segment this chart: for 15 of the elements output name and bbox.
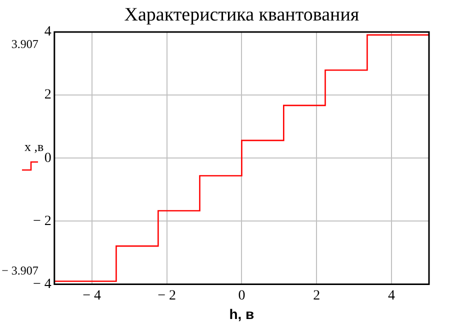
x-tick-label: 4 <box>388 288 396 304</box>
y-tick-label: − 2 <box>32 214 52 229</box>
chart-title: Характеристика квантования <box>124 4 360 26</box>
x-axis-title: h, в <box>229 306 255 322</box>
y-tick-label: − 4 <box>32 276 52 292</box>
y-tick-label: 0 <box>44 150 52 166</box>
x-tick-label: − 2 <box>158 288 176 304</box>
x-tick-label: − 4 <box>82 288 102 304</box>
text: − 3.907 <box>2 263 38 278</box>
y-tick-label: 4 <box>44 24 52 40</box>
x-tick-label: 2 <box>313 288 320 304</box>
y-tick-label: 2 <box>44 88 52 103</box>
x-tick-label: 0 <box>238 288 246 304</box>
y-axis-title: x ,в <box>24 139 44 154</box>
text: 3.907 <box>11 37 38 52</box>
